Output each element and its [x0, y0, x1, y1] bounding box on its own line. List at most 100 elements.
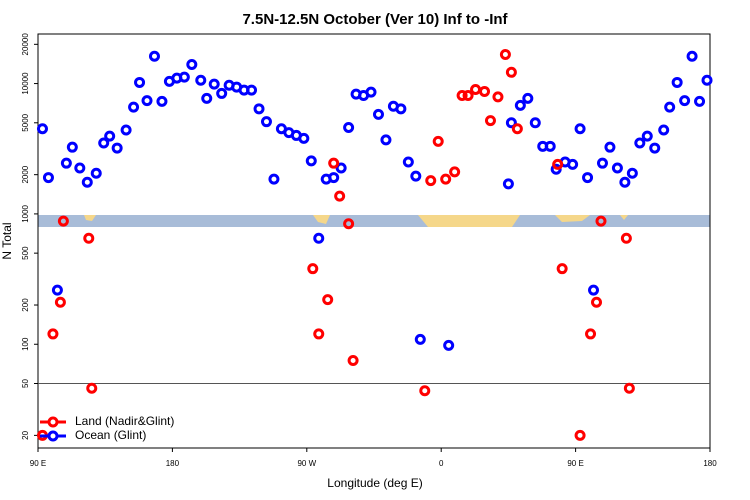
y-tick-label: 200: [21, 298, 30, 312]
point: [128, 101, 140, 113]
point: [305, 155, 317, 167]
point: [365, 86, 377, 98]
point: [380, 134, 392, 146]
x-tick-label: 90 E: [567, 459, 583, 468]
point: [432, 135, 444, 147]
point: [511, 123, 523, 135]
point: [216, 87, 228, 99]
point: [585, 328, 597, 340]
point: [499, 49, 511, 61]
point: [588, 284, 600, 296]
point: [514, 99, 526, 111]
point: [449, 166, 461, 178]
point: [591, 296, 603, 308]
point: [634, 137, 646, 149]
y-tick-label: 5000: [21, 113, 30, 131]
point: [604, 141, 616, 153]
point: [86, 382, 98, 394]
point: [201, 92, 213, 104]
point: [443, 339, 455, 351]
x-tick-label: 90 E: [30, 459, 46, 468]
point: [156, 95, 168, 107]
point: [328, 157, 340, 169]
point: [574, 123, 586, 135]
point: [567, 158, 579, 170]
point: [664, 101, 676, 113]
x-tick-label: 0: [439, 459, 444, 468]
point: [419, 385, 431, 397]
point: [556, 263, 568, 275]
point: [395, 103, 407, 115]
x-tick-label: 180: [703, 459, 717, 468]
point: [98, 137, 110, 149]
point: [502, 178, 514, 190]
point: [195, 74, 207, 86]
legend-label: Ocean (Glint): [75, 428, 146, 442]
point: [322, 294, 334, 306]
point: [479, 85, 491, 97]
y-tick-label: 100: [21, 337, 30, 351]
point: [550, 163, 562, 175]
point: [307, 263, 319, 275]
point: [141, 95, 153, 107]
point: [623, 382, 635, 394]
point: [582, 172, 594, 184]
y-tick-label: 500: [21, 246, 30, 260]
point: [620, 232, 632, 244]
point: [313, 232, 325, 244]
point: [701, 74, 713, 86]
point: [347, 355, 359, 367]
point: [492, 91, 504, 103]
point: [484, 115, 496, 127]
point: [260, 116, 272, 128]
point: [456, 89, 468, 101]
point: [552, 158, 564, 170]
point: [83, 232, 95, 244]
point: [611, 162, 623, 174]
point: [74, 162, 86, 174]
point: [51, 284, 63, 296]
y-axis-label: N Total: [0, 222, 14, 259]
point: [36, 123, 48, 135]
point: [414, 333, 426, 345]
point: [47, 328, 59, 340]
point: [335, 162, 347, 174]
point: [522, 92, 534, 104]
point: [440, 173, 452, 185]
point: [619, 176, 631, 188]
point: [402, 156, 414, 168]
plot-frame: [37, 33, 711, 449]
point: [626, 167, 638, 179]
point: [178, 71, 190, 83]
point: [686, 50, 698, 62]
point: [111, 142, 123, 154]
point: [641, 130, 653, 142]
point: [134, 76, 146, 88]
point: [410, 170, 422, 182]
point: [649, 142, 661, 154]
point: [372, 108, 384, 120]
point: [186, 59, 198, 71]
point: [268, 173, 280, 185]
y-tick-label: 50: [21, 379, 30, 388]
point: [529, 117, 541, 129]
point: [104, 130, 116, 142]
point: [595, 215, 607, 227]
x-tick-label: 90 W: [297, 459, 316, 468]
legend-marker: [47, 416, 59, 428]
y-tick-label: 20: [21, 430, 30, 439]
y-tick-label: 1000: [21, 204, 30, 222]
chart-title: 7.5N-12.5N October (Ver 10) Inf to -Inf: [242, 11, 508, 28]
point: [54, 296, 66, 308]
point: [658, 124, 670, 136]
point: [57, 215, 69, 227]
y-tick-label: 20000: [21, 33, 30, 56]
point: [425, 175, 437, 187]
point: [298, 132, 310, 144]
point: [574, 429, 586, 441]
point: [60, 157, 72, 169]
map-strip: [38, 215, 710, 227]
point: [208, 78, 220, 90]
point: [505, 117, 517, 129]
